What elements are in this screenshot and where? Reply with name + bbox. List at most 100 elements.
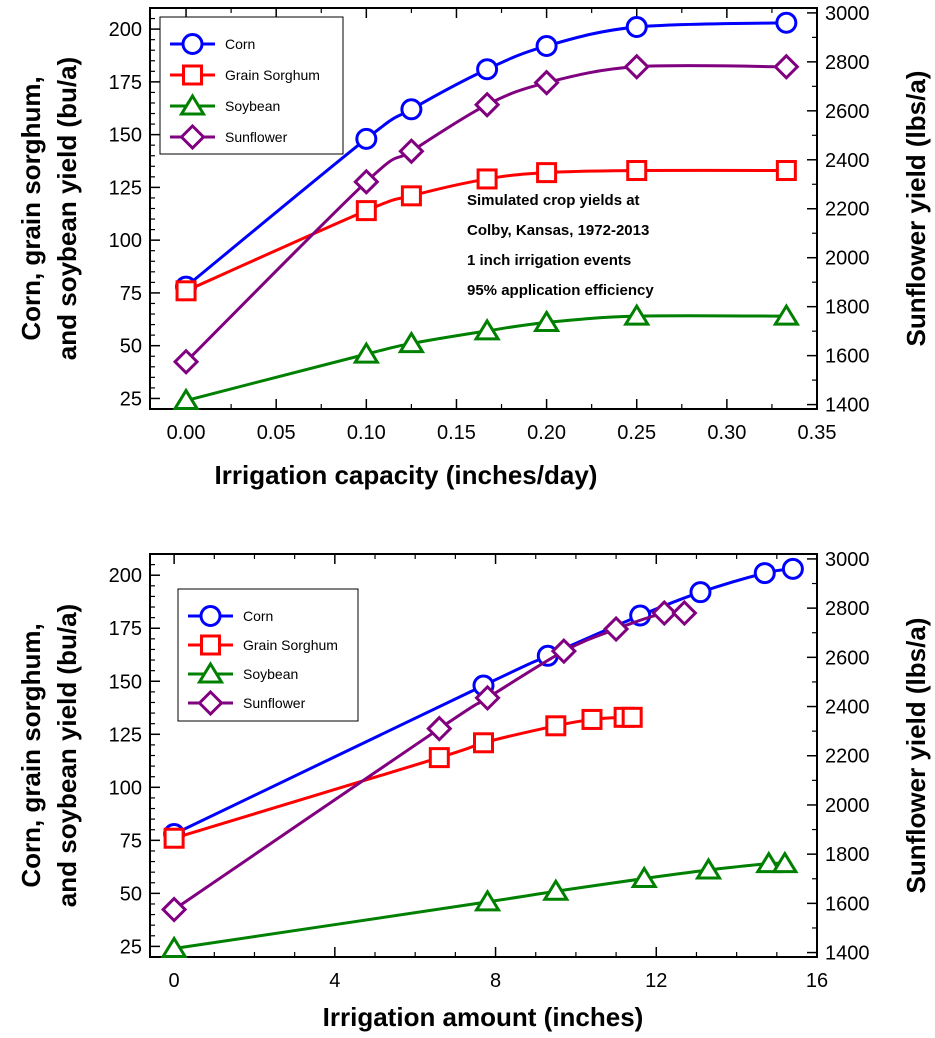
- y2-tick-label: 2400: [825, 697, 870, 719]
- data-point: [581, 708, 603, 730]
- series-line: [173, 567, 794, 836]
- legend-label: Corn: [243, 608, 273, 624]
- data-point: [400, 98, 423, 121]
- data-point: [602, 615, 630, 643]
- y2-tick-label: 2200: [825, 199, 870, 221]
- series-soybean: [172, 303, 801, 411]
- data-point: [473, 888, 502, 912]
- annotation-line: 95% application efficiency: [467, 282, 654, 299]
- legend-marker: [199, 605, 222, 627]
- y2-tick-label: 1800: [825, 297, 870, 319]
- legend-label: Soybean: [225, 98, 280, 114]
- y-tick-label: 100: [109, 777, 142, 799]
- x-axis-title: Irrigation capacity (inches/day): [215, 460, 598, 490]
- x-tick-label: 0.00: [167, 422, 206, 444]
- chart-2: 0 4 8 12 16 25 50 75 100 125 150 175 200 1400 1600 1800…: [16, 549, 931, 1032]
- y2-tick-label: 1600: [825, 893, 870, 915]
- data-point: [397, 330, 426, 354]
- legend-label: Corn: [225, 36, 255, 52]
- y-tick-label: 25: [120, 936, 142, 958]
- series-line: [173, 861, 785, 950]
- y-tick-label: 125: [109, 177, 142, 199]
- x-tick-label: 0.10: [347, 422, 386, 444]
- y-tick-label: 175: [109, 618, 142, 640]
- data-point: [775, 160, 797, 182]
- series-sunflower: [172, 53, 800, 375]
- data-point: [476, 168, 498, 190]
- data-point: [428, 747, 450, 769]
- x-tick-label: 12: [645, 970, 667, 992]
- y2-tick-label: 2800: [825, 52, 870, 74]
- legend-marker: [181, 33, 204, 55]
- y-tick-label: 25: [120, 388, 142, 410]
- data-point: [671, 599, 698, 627]
- data-point: [623, 303, 651, 326]
- y-tick-label: 150: [109, 125, 142, 147]
- x-tick-label: 0: [169, 970, 180, 992]
- data-point: [175, 280, 197, 302]
- y2-tick-label: 3000: [825, 549, 870, 571]
- y2-tick-label: 2600: [825, 101, 870, 123]
- data-point: [426, 715, 453, 742]
- data-point: [545, 715, 567, 737]
- y-tick-label: 150: [109, 671, 142, 693]
- y-tick-label: 75: [120, 830, 142, 852]
- data-point: [753, 562, 776, 585]
- data-point: [352, 341, 380, 364]
- data-point: [775, 11, 798, 34]
- annotation-line: Simulated crop yields at: [467, 192, 640, 209]
- y2-tick-label: 1400: [825, 943, 870, 965]
- data-point: [163, 827, 185, 849]
- x-tick-label: 16: [806, 970, 828, 992]
- data-point: [542, 878, 570, 901]
- x-tick-label: 0.20: [527, 422, 566, 444]
- legend-marker: [200, 634, 221, 656]
- legend-marker: [196, 661, 225, 684]
- y-tick-label: 100: [109, 230, 142, 252]
- data-point: [535, 34, 558, 57]
- data-point: [755, 850, 783, 874]
- legend-label: Grain Sorghum: [243, 637, 338, 653]
- data-point: [532, 309, 561, 332]
- data-point: [355, 127, 378, 150]
- y-tick-label: 175: [109, 72, 142, 94]
- y-tick-label: 125: [109, 724, 142, 746]
- x-tick-label: 8: [490, 970, 501, 992]
- series-grain-sorghum: [175, 160, 797, 302]
- data-point: [772, 303, 801, 326]
- legend-marker: [182, 64, 203, 86]
- x-tick-label: 0.30: [707, 422, 746, 444]
- legend: Corn Grain Sorghum Soybean Sunflower: [177, 588, 359, 722]
- legend-label: Grain Sorghum: [225, 67, 320, 83]
- data-point: [353, 168, 380, 195]
- legend-marker: [197, 689, 224, 717]
- data-point: [621, 706, 643, 728]
- data-point: [160, 935, 188, 959]
- y2-tick-label: 1600: [825, 346, 870, 368]
- data-point: [630, 865, 658, 889]
- y2-tick-label: 2000: [825, 795, 870, 817]
- y2-axis-title: Sunflower yield (lbs/a): [901, 618, 931, 894]
- legend-marker: [178, 93, 207, 116]
- data-point: [536, 162, 558, 184]
- data-point: [625, 15, 648, 38]
- annotation-line: Colby, Kansas, 1972-2013: [467, 222, 649, 239]
- series-grain-sorghum: [163, 706, 643, 849]
- y2-tick-label: 2600: [825, 647, 870, 669]
- y-tick-label: 200: [109, 565, 142, 587]
- data-point: [476, 58, 499, 81]
- data-point: [771, 850, 799, 874]
- y2-tick-label: 2400: [825, 150, 870, 172]
- data-point: [473, 318, 501, 341]
- chart-1: 0.00 0.05 0.10 0.15 0.20 0.25 0.30 0.35 25 50 75 10…: [16, 3, 931, 490]
- series-sunflower: [160, 599, 698, 923]
- data-point: [550, 638, 577, 665]
- legend-label: Soybean: [243, 666, 298, 682]
- legend-label: Sunflower: [243, 695, 306, 711]
- y2-tick-label: 1400: [825, 395, 870, 417]
- data-point: [623, 53, 650, 80]
- data-point: [172, 387, 200, 411]
- y-tick-label: 50: [120, 336, 142, 358]
- data-point: [172, 348, 200, 375]
